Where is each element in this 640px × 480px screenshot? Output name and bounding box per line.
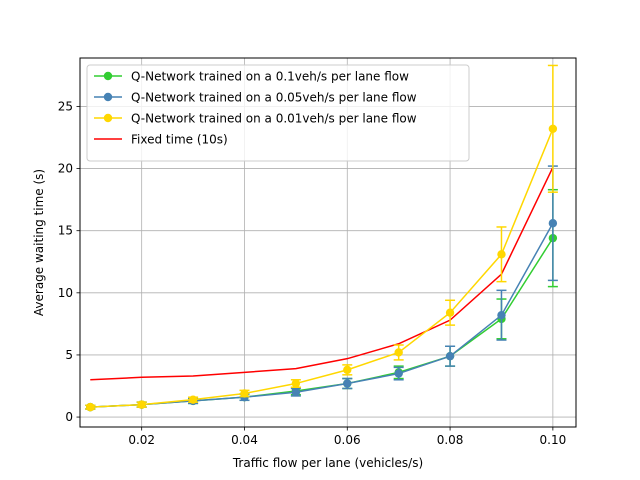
- x-tick-label: 0.10: [540, 433, 567, 447]
- legend-item: Q-Network trained on a 0.05veh/s per lan…: [94, 91, 417, 105]
- legend-item: Fixed time (10s): [94, 133, 228, 147]
- data-point: [188, 395, 198, 404]
- y-tick-label: 5: [65, 348, 73, 362]
- data-point: [291, 388, 301, 397]
- x-tick-label: 0.08: [437, 433, 464, 447]
- series-line: [90, 128, 554, 408]
- series-3: [90, 167, 554, 381]
- legend: Q-Network trained on a 0.1veh/s per lane…: [86, 64, 470, 162]
- data-point: [394, 348, 403, 357]
- legend-label: Q-Network trained on a 0.05veh/s per lan…: [131, 91, 417, 105]
- y-tick-label: 0: [65, 410, 73, 424]
- legend-swatch-marker: [103, 113, 113, 123]
- legend-swatch-marker: [103, 92, 113, 102]
- y-tick-label: 25: [58, 99, 73, 113]
- x-tick-label: 0.06: [334, 433, 361, 447]
- x-tick-label: 0.04: [231, 433, 258, 447]
- series-layer: [85, 64, 558, 412]
- series-1: [85, 165, 558, 412]
- data-point: [394, 369, 403, 378]
- legend-item: Q-Network trained on a 0.1veh/s per lane…: [94, 70, 409, 84]
- legend-box: [86, 64, 470, 162]
- data-point: [240, 389, 249, 398]
- y-axis-label: Average waiting time (s): [32, 169, 46, 316]
- ticks: 0.02 0.04 0.06 0.08 0.10 0 5 10 15 20 25: [58, 99, 567, 447]
- data-point: [137, 400, 146, 409]
- legend-label: Fixed time (10s): [131, 133, 228, 147]
- legend-item: Q-Network trained on a 0.01veh/s per lan…: [94, 112, 417, 126]
- y-tick-label: 15: [58, 224, 73, 238]
- series-line: [90, 237, 554, 408]
- plot-frame: [79, 57, 577, 428]
- data-point: [445, 351, 455, 361]
- series-2: [85, 64, 558, 412]
- data-point: [497, 250, 506, 259]
- data-point: [291, 379, 301, 388]
- legend-label: Q-Network trained on a 0.1veh/s per lane…: [131, 70, 409, 84]
- data-point: [445, 308, 455, 317]
- x-tick-label: 0.02: [128, 433, 155, 447]
- series-line: [90, 222, 554, 408]
- data-point: [497, 310, 506, 320]
- data-point: [548, 219, 558, 228]
- legend-label: Q-Network trained on a 0.01veh/s per lan…: [131, 112, 417, 126]
- data-point: [548, 124, 558, 134]
- data-point: [343, 379, 352, 388]
- x-axis-label: Traffic flow per lane (vehicles/s): [232, 456, 423, 470]
- legend-swatch-marker: [103, 71, 113, 81]
- y-tick-label: 10: [58, 286, 73, 300]
- data-point: [86, 402, 95, 412]
- series-0: [85, 188, 558, 412]
- series-line: [90, 167, 554, 381]
- data-point: [343, 365, 352, 375]
- y-tick-label: 20: [58, 162, 73, 176]
